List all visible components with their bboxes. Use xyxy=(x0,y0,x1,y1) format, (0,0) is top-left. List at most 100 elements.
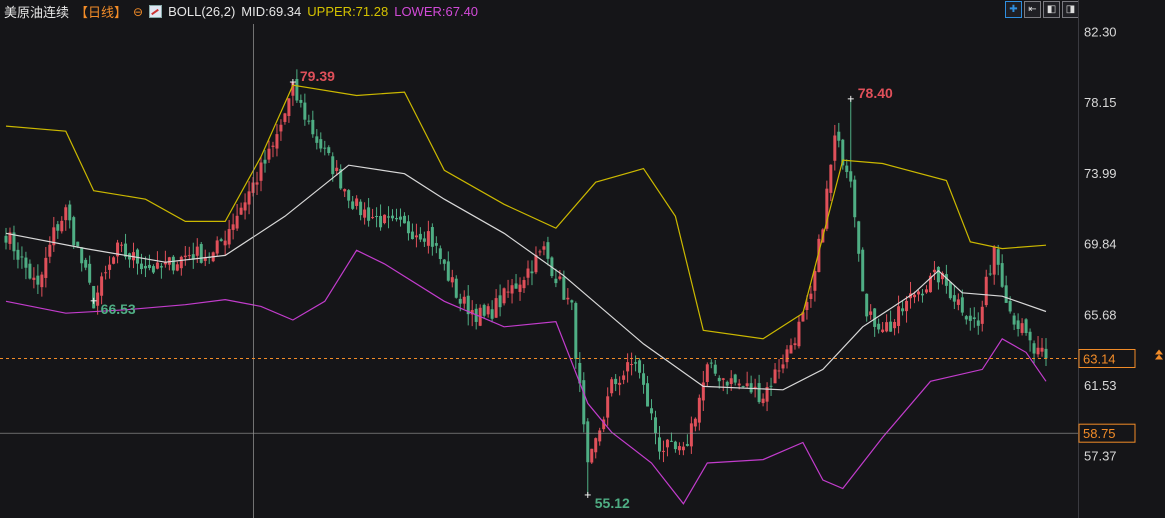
candle-body xyxy=(777,370,781,372)
candle-body xyxy=(614,378,618,385)
candle-body xyxy=(598,430,602,442)
candle-body xyxy=(223,240,227,246)
candle-body xyxy=(147,264,151,268)
mid-value: MID:69.34 xyxy=(241,4,302,19)
jump-start-icon[interactable]: ⇤ xyxy=(1024,1,1041,18)
candle-body xyxy=(857,221,861,254)
candle-body xyxy=(239,207,243,215)
candle-body xyxy=(120,244,124,246)
candle-body xyxy=(578,362,582,384)
candle-body xyxy=(773,369,777,384)
candle-body xyxy=(179,256,183,269)
candle-body xyxy=(151,266,155,273)
candle-body xyxy=(506,291,510,293)
candle-body xyxy=(920,293,924,296)
candle-body xyxy=(343,189,347,192)
candle-body xyxy=(104,272,108,274)
candle-body xyxy=(259,162,263,181)
candle-body xyxy=(327,147,331,154)
candle-body xyxy=(359,201,363,216)
candle-body xyxy=(143,265,147,269)
candle-body xyxy=(574,303,578,359)
candle-body xyxy=(203,257,207,261)
settings-gear-icon[interactable]: ⊖ xyxy=(133,4,144,19)
candle-body xyxy=(394,218,398,220)
candle-body xyxy=(526,268,530,278)
candle-body xyxy=(661,450,665,452)
candle-body xyxy=(426,231,430,246)
candle-body xyxy=(347,190,351,201)
candle-body xyxy=(721,378,725,380)
candle-body xyxy=(434,243,438,246)
candle-body xyxy=(1040,347,1044,352)
candle-body xyxy=(383,214,387,224)
candle-body xyxy=(458,298,462,304)
candle-body xyxy=(685,444,689,446)
candle-body xyxy=(849,171,853,182)
candle-body xyxy=(650,408,654,414)
candle-body xyxy=(610,379,614,394)
candle-body xyxy=(893,321,897,329)
candle-body xyxy=(446,261,450,281)
candle-body xyxy=(638,360,642,373)
candle-body xyxy=(470,310,474,315)
candle-body xyxy=(251,182,255,193)
candle-body xyxy=(861,249,865,292)
crosshair-icon[interactable]: ✚ xyxy=(1005,1,1022,18)
candle-body xyxy=(319,139,323,149)
candle-body xyxy=(889,321,893,332)
step-back-icon[interactable]: ◧ xyxy=(1043,1,1060,18)
candle-body xyxy=(295,79,299,101)
candle-body xyxy=(916,291,920,295)
candle-body xyxy=(227,229,231,245)
candle-body xyxy=(510,285,514,294)
current-price-box xyxy=(1078,348,1136,368)
candle-body xyxy=(996,249,1000,265)
candle-body xyxy=(741,386,745,388)
upper-value: UPPER:71.28 xyxy=(307,4,389,19)
candle-body xyxy=(88,263,92,283)
indicator-name[interactable]: BOLL(26,2) xyxy=(168,4,236,19)
candle-body xyxy=(199,244,203,263)
candle-body xyxy=(462,296,466,304)
candle-body xyxy=(414,235,418,238)
candle-body xyxy=(518,284,522,292)
candle-body xyxy=(948,282,952,299)
indicator-chart-icon[interactable] xyxy=(149,5,163,18)
candle-body xyxy=(654,417,658,434)
candle-body xyxy=(1020,323,1024,333)
period-selector[interactable]: 【日线】 xyxy=(75,5,128,20)
lower-band-line xyxy=(5,249,1047,505)
bands-layer xyxy=(5,84,1047,505)
candle-body xyxy=(586,421,590,463)
candle-body xyxy=(267,148,271,160)
candle-body xyxy=(693,418,697,427)
candle-body xyxy=(124,243,128,257)
candle-body xyxy=(924,289,928,293)
y-tick-label: 82.30 xyxy=(1084,25,1117,40)
candle-body xyxy=(725,381,729,386)
candle-body xyxy=(183,255,187,258)
candle-body xyxy=(490,309,494,319)
candle-body xyxy=(514,283,518,289)
candle-body xyxy=(215,240,219,254)
symbol-name[interactable]: 美原油连续 xyxy=(4,5,70,20)
candle-body xyxy=(494,298,498,318)
candle-body xyxy=(634,362,638,364)
candle-body xyxy=(1016,320,1020,329)
candle-body xyxy=(1044,348,1048,359)
candle-body xyxy=(1036,347,1040,355)
candle-body xyxy=(749,383,753,393)
candle-body xyxy=(984,276,988,306)
candle-body xyxy=(901,308,905,312)
candle-body xyxy=(797,321,801,347)
candle-body xyxy=(570,300,574,303)
extreme-label: 66.53 xyxy=(101,301,136,317)
candle-body xyxy=(167,257,171,265)
candle-body xyxy=(418,233,422,240)
candle-body xyxy=(20,256,24,258)
candle-body xyxy=(964,316,968,320)
candle-body xyxy=(92,285,96,309)
candle-body xyxy=(355,198,359,206)
